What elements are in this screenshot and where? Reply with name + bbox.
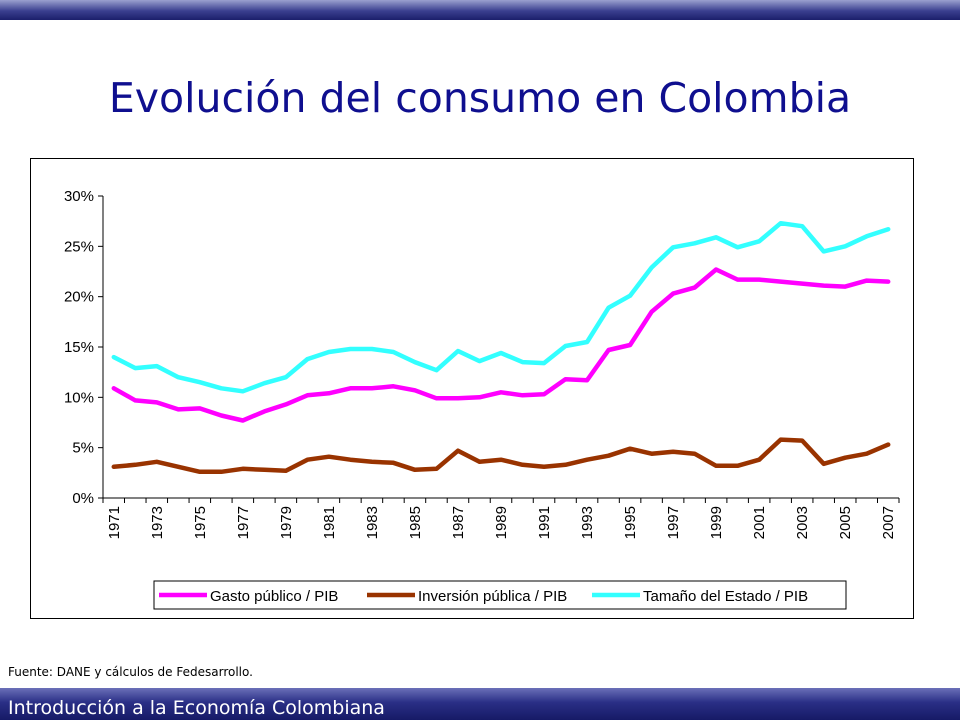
- x-tick-label: 1997: [665, 506, 682, 539]
- x-tick-label: 1983: [364, 506, 381, 539]
- series-line-2: [111, 220, 891, 394]
- chart-frame: 0% 5% 10% 15% 20% 25% 30% 1971 1973 1975 1977 1979…: [30, 158, 914, 619]
- x-tick-label: 1987: [450, 506, 467, 539]
- x-tick-label: 1991: [536, 506, 553, 539]
- x-tick-label: 1995: [622, 506, 639, 539]
- chart-legend: Gasto público / PIB Inversión pública / P…: [153, 580, 847, 610]
- y-tick-label: 30%: [64, 188, 94, 205]
- x-tick-label: 1973: [149, 506, 166, 539]
- x-tick-label: 1975: [192, 506, 209, 539]
- x-tick-label: 1977: [235, 506, 252, 539]
- legend-label-1: Inversión pública / PIB: [418, 588, 567, 605]
- legend-label-2: Tamaño del Estado / PIB: [643, 588, 808, 605]
- x-tick-label: 1993: [579, 506, 596, 539]
- y-tick-label: 10%: [64, 389, 94, 406]
- legend-box: [153, 580, 847, 610]
- y-tick-label: 0%: [72, 490, 94, 507]
- y-tick-label: 20%: [64, 289, 94, 306]
- x-tick-label: 1985: [407, 506, 424, 539]
- footer-bar: [0, 688, 960, 720]
- x-tick-label: 2007: [880, 506, 897, 539]
- x-tick-label: 2005: [837, 506, 854, 539]
- series-lines: [111, 220, 891, 475]
- top-decorative-bar: [0, 0, 960, 20]
- footer-text: Introducción a la Economía Colombiana: [8, 697, 385, 719]
- series-line-0: [111, 267, 891, 423]
- slide-title: Evolución del consumo en Colombia: [108, 74, 852, 122]
- x-tick-label: 1971: [106, 506, 123, 539]
- series-line-1: [111, 437, 891, 475]
- source-note: Fuente: DANE y cálculos de Fedesarrollo.: [8, 665, 253, 679]
- y-tick-label: 15%: [64, 339, 94, 356]
- chart-axes: [102, 196, 899, 499]
- x-tick-label: 1979: [278, 506, 295, 539]
- y-axis-ticks: 0% 5% 10% 15% 20% 25% 30%: [64, 188, 103, 507]
- x-tick-label: 1999: [708, 506, 725, 539]
- x-tick-label: 1989: [493, 506, 510, 539]
- legend-label-0: Gasto público / PIB: [210, 588, 338, 605]
- y-tick-label: 5%: [72, 440, 94, 457]
- x-tick-label: 2003: [794, 506, 811, 539]
- x-tick-label: 2001: [751, 506, 768, 539]
- x-axis-ticks: 1971 1973 1975 1977 1979 1981 1983 1985 1987 1989…: [102, 498, 900, 539]
- x-tick-label: 1981: [321, 506, 338, 539]
- line-chart: 0% 5% 10% 15% 20% 25% 30% 1971 1973 1975 1977 1979…: [64, 188, 900, 610]
- y-tick-label: 25%: [64, 238, 94, 255]
